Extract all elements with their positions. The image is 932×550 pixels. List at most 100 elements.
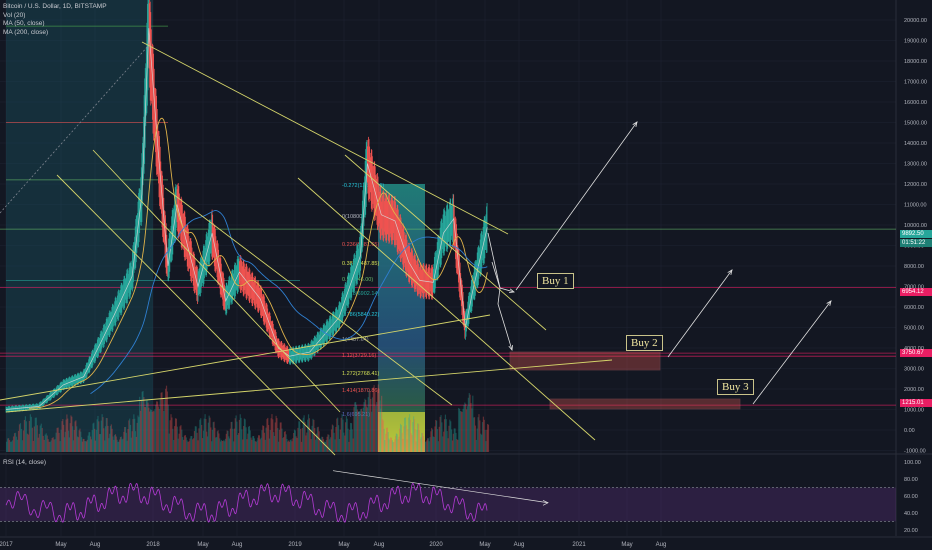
volume-bar: [132, 419, 134, 452]
volume-bar: [16, 439, 19, 452]
trend-line: [141, 41, 509, 235]
volume-bar: [67, 430, 70, 452]
volume-bar: [426, 440, 428, 452]
volume-bar: [337, 417, 339, 452]
volume-bar: [348, 441, 350, 452]
volume-bar: [87, 435, 89, 452]
volume-bar: [54, 439, 56, 452]
volume-bar: [167, 404, 169, 452]
volume-bar: [474, 425, 477, 452]
volume-bar: [210, 427, 212, 452]
volume-bar: [344, 435, 346, 452]
volume-bar: [299, 421, 301, 452]
volume-bar: [343, 432, 345, 452]
volume-bar: [252, 435, 255, 452]
volume-bar: [65, 419, 67, 452]
volume-bar: [424, 441, 426, 452]
volume-bar: [390, 437, 393, 452]
projection-path-drop-head: [508, 344, 513, 351]
volume-bar: [171, 417, 173, 452]
volume-bar: [203, 418, 205, 452]
volume-bar: [305, 435, 307, 452]
volume-bar: [15, 436, 18, 452]
volume-bar: [470, 402, 472, 452]
volume-bar: [419, 438, 421, 452]
volume-bar: [99, 434, 102, 452]
volume-bar: [55, 432, 57, 452]
volume-bar: [288, 441, 291, 452]
volume-bar: [115, 436, 117, 452]
rsi-tick-label: 80.00: [904, 477, 918, 483]
volume-bar: [144, 407, 146, 452]
projection-arrow-buy1: [515, 121, 638, 291]
volume-bar: [240, 417, 242, 452]
volume-bar: [80, 431, 82, 452]
volume-bar: [153, 411, 155, 452]
volume-bar: [199, 419, 201, 452]
volume-bar: [327, 434, 329, 452]
volume-bar: [28, 420, 30, 452]
volume-bar: [322, 439, 325, 452]
volume-bar: [453, 428, 455, 452]
volume-bar: [485, 441, 487, 452]
volume-bar: [268, 438, 271, 452]
volume-bar: [243, 418, 246, 452]
volume-bar: [224, 438, 227, 452]
volume-bar: [108, 438, 110, 452]
volume-bar: [463, 404, 465, 452]
price-series-line: [5, 28, 488, 410]
rsi-tick-label: 60.00: [904, 494, 918, 500]
volume-bar: [176, 426, 178, 452]
volume-bar: [76, 426, 78, 452]
volume-bar: [75, 420, 77, 452]
volume-bar: [8, 440, 11, 452]
volume-bar: [61, 421, 63, 452]
x-tick-label: May: [621, 542, 632, 548]
volume-bar: [123, 431, 125, 452]
volume-bar: [191, 435, 193, 452]
volume-bar: [189, 438, 191, 452]
volume-bar: [76, 436, 79, 452]
volume-bar: [422, 436, 425, 452]
volume-bar: [385, 433, 387, 452]
volume-bar: [175, 418, 178, 452]
volume-bar: [447, 438, 449, 452]
x-tick-label: Aug: [90, 542, 101, 548]
volume-bar: [431, 429, 434, 452]
volume-bar: [6, 441, 8, 452]
volume-bar: [192, 439, 194, 452]
volume-bar: [161, 392, 163, 452]
volume-bar: [278, 441, 280, 452]
volume-bar: [262, 425, 264, 452]
volume-bar: [14, 432, 17, 452]
volume-bar: [323, 441, 326, 452]
volume-bar: [285, 434, 287, 452]
volume-bar: [466, 406, 469, 452]
volume-bar: [216, 431, 218, 452]
volume-bar: [417, 423, 419, 452]
volume-bar: [479, 420, 481, 452]
volume-bar: [242, 425, 245, 452]
volume-bar: [241, 429, 243, 452]
volume-bar: [417, 423, 420, 452]
volume-bar: [464, 402, 466, 452]
volume-bar: [185, 437, 187, 452]
volume-bar: [86, 439, 88, 452]
volume-bar: [392, 441, 394, 452]
volume-bar: [466, 409, 468, 452]
volume-bar: [251, 439, 253, 452]
volume-bar: [119, 439, 121, 452]
volume-bar: [353, 407, 355, 452]
volume-bar: [13, 433, 16, 452]
volume-bar: [368, 390, 370, 452]
x-tick-label: Aug: [514, 542, 525, 548]
trend-line: [164, 187, 453, 406]
volume-bar: [451, 429, 453, 452]
volume-bar: [261, 430, 263, 452]
volume-bar: [112, 436, 114, 452]
volume-bar: [366, 407, 369, 452]
volume-bar: [97, 415, 99, 452]
volume-bar: [369, 391, 371, 452]
volume-bar: [402, 438, 404, 452]
